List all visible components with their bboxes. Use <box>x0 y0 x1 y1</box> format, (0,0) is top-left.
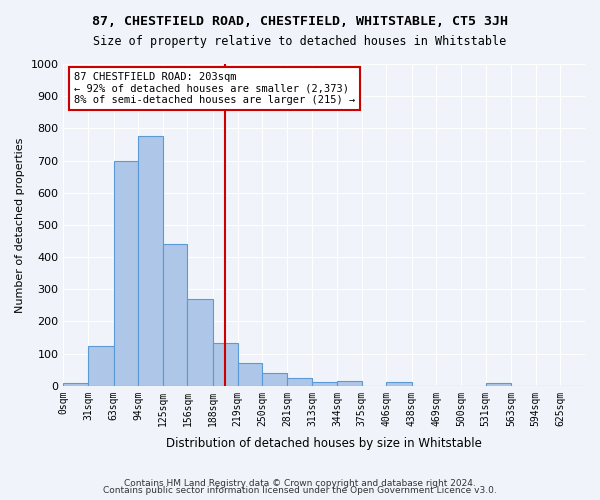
Text: Contains HM Land Registry data © Crown copyright and database right 2024.: Contains HM Land Registry data © Crown c… <box>124 478 476 488</box>
Text: 87, CHESTFIELD ROAD, CHESTFIELD, WHITSTABLE, CT5 3JH: 87, CHESTFIELD ROAD, CHESTFIELD, WHITSTA… <box>92 15 508 28</box>
Bar <box>187 299 213 386</box>
Bar <box>287 378 312 386</box>
Bar <box>386 382 412 386</box>
Bar <box>88 346 113 386</box>
Bar <box>485 383 511 386</box>
Y-axis label: Number of detached properties: Number of detached properties <box>15 137 25 312</box>
Bar <box>64 383 88 386</box>
Bar <box>312 382 337 386</box>
Bar <box>337 382 362 386</box>
Bar <box>262 373 287 386</box>
Text: 87 CHESTFIELD ROAD: 203sqm
← 92% of detached houses are smaller (2,373)
8% of se: 87 CHESTFIELD ROAD: 203sqm ← 92% of deta… <box>74 72 355 105</box>
Bar <box>113 160 138 386</box>
Text: Size of property relative to detached houses in Whitstable: Size of property relative to detached ho… <box>94 35 506 48</box>
Bar <box>213 343 238 386</box>
X-axis label: Distribution of detached houses by size in Whitstable: Distribution of detached houses by size … <box>166 437 482 450</box>
Bar <box>138 136 163 386</box>
Bar <box>238 364 262 386</box>
Bar <box>163 244 187 386</box>
Text: Contains public sector information licensed under the Open Government Licence v3: Contains public sector information licen… <box>103 486 497 495</box>
